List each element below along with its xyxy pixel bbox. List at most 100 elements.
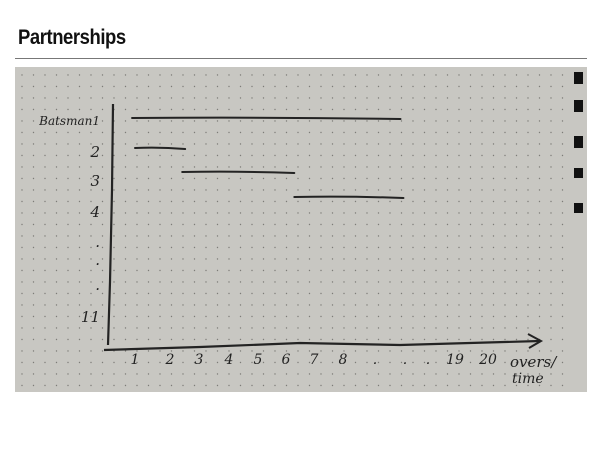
grid-dot (297, 361, 299, 364)
grid-dot (182, 166, 184, 168)
grid-dot (124, 258, 127, 260)
grid-dot (90, 74, 92, 76)
grid-dot (216, 327, 219, 329)
grid-dot (308, 258, 311, 260)
grid-dot (297, 235, 299, 237)
grid-dot (423, 97, 426, 99)
grid-dot (21, 189, 23, 191)
grid-dot (527, 327, 529, 329)
grid-dot (205, 189, 207, 191)
grid-dot (216, 338, 219, 341)
grid-dot (550, 338, 552, 341)
grid-dot (308, 189, 311, 191)
grid-dot (377, 361, 380, 364)
grid-dot (90, 292, 92, 295)
grid-dot (320, 177, 322, 180)
grid-dot (423, 120, 426, 122)
grid-dot (458, 338, 460, 341)
grid-dot (101, 258, 104, 260)
grid-dot (182, 235, 184, 237)
grid-dot (205, 315, 207, 318)
grid-dot (193, 189, 196, 191)
grid-dot (389, 120, 391, 122)
grid-dot (44, 154, 46, 157)
grid-dot (228, 269, 230, 272)
grid-dot (435, 373, 437, 375)
grid-dot (113, 338, 115, 341)
grid-dot (216, 315, 219, 318)
grid-dot (21, 373, 23, 375)
grid-dot (78, 235, 81, 237)
grid-dot (389, 177, 391, 180)
grid-dot (400, 304, 403, 306)
grid-dot (504, 373, 506, 375)
grid-dot (274, 177, 276, 180)
grid-dot (469, 120, 472, 122)
grid-dot (550, 327, 552, 329)
grid-dot (90, 350, 92, 352)
grid-dot (90, 384, 92, 387)
grid-dot (561, 246, 564, 249)
grid-dot (435, 304, 437, 306)
grid-dot (67, 327, 69, 329)
grid-dot (216, 131, 219, 134)
grid-dot (435, 200, 437, 203)
grid-dot (147, 166, 150, 168)
grid-dot (504, 166, 506, 168)
grid-dot (538, 120, 541, 122)
grid-dot (469, 235, 472, 237)
grid-dot (435, 350, 437, 352)
grid-dot (515, 384, 518, 387)
grid-dot (182, 327, 184, 329)
grid-dot (423, 350, 426, 352)
grid-dot (561, 327, 564, 329)
grid-dot (182, 189, 184, 191)
grid-dot (527, 246, 529, 249)
y-tick-label: 2 (89, 143, 100, 161)
grid-dot (469, 74, 472, 76)
grid-dot (504, 108, 506, 111)
grid-dot (67, 212, 69, 214)
grid-dot (159, 269, 161, 272)
x-tick-label: 20 (478, 352, 497, 368)
grid-dot (147, 373, 150, 375)
grid-dot (412, 166, 414, 168)
grid-dot (262, 246, 265, 249)
grid-dot (308, 246, 311, 249)
grid-dot (412, 338, 414, 341)
grid-dot (285, 200, 288, 203)
grid-dot (320, 108, 322, 111)
grid-dot (113, 177, 115, 180)
grid-dot (159, 223, 161, 226)
grid-dot (228, 304, 230, 306)
grid-dot (251, 85, 253, 88)
grid-dot (205, 108, 207, 111)
grid-dot (285, 120, 288, 122)
grid-dot (193, 292, 196, 295)
grid-dot (228, 361, 230, 364)
grid-dot (515, 373, 518, 375)
grid-dot (354, 315, 357, 318)
grid-dot (481, 74, 483, 76)
grid-dot (366, 97, 368, 99)
grid-dot (216, 269, 219, 272)
grid-dot (44, 338, 46, 341)
grid-dot (78, 223, 81, 226)
grid-dot (228, 384, 230, 387)
grid-dot (55, 315, 58, 318)
grid-dot (561, 384, 564, 387)
grid-dot (446, 373, 449, 375)
grid-dot (274, 327, 276, 329)
grid-dot (136, 97, 138, 99)
grid-dot (147, 281, 150, 283)
grid-dot (320, 327, 322, 329)
grid-dot (228, 177, 230, 180)
grid-dot (550, 177, 552, 180)
grid-dot (481, 223, 483, 226)
grid-dot (354, 143, 357, 145)
grid-dot (170, 246, 173, 249)
grid-dot (21, 177, 23, 180)
grid-dot (423, 189, 426, 191)
grid-dot (159, 246, 161, 249)
grid-dot (320, 258, 322, 260)
